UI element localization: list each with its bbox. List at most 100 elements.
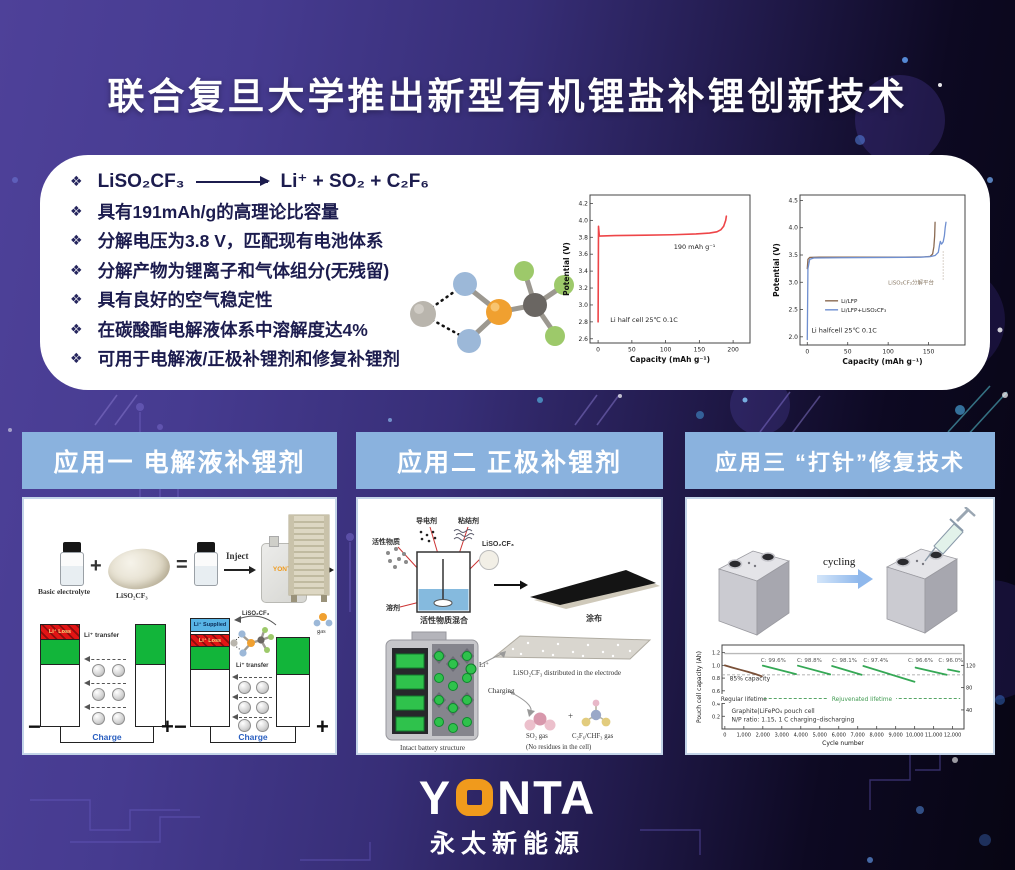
svg-text:0: 0 bbox=[596, 347, 600, 354]
svg-text:100: 100 bbox=[882, 349, 894, 356]
mini-molecule-icon bbox=[230, 627, 274, 657]
li-transfer-arrow-icon bbox=[232, 674, 272, 681]
svg-text:120: 120 bbox=[966, 663, 976, 669]
plus-pole: + bbox=[161, 714, 174, 739]
svg-text:0.6: 0.6 bbox=[712, 689, 720, 695]
li-ion-ball bbox=[92, 664, 105, 677]
svg-text:4.0: 4.0 bbox=[578, 217, 588, 224]
svg-text:4.0: 4.0 bbox=[788, 225, 798, 232]
page-title: 联合复旦大学推出新型有机锂盐补锂创新技术 bbox=[107, 76, 908, 117]
svg-text:3.6: 3.6 bbox=[578, 251, 588, 258]
svg-text:80: 80 bbox=[966, 686, 972, 692]
app1-header: 应用一 电解液补锂剂 bbox=[22, 432, 337, 489]
svg-text:40: 40 bbox=[966, 708, 972, 714]
basic-electrolyte-label: Basic electrolyte bbox=[38, 587, 91, 596]
li-ion-ball bbox=[238, 719, 251, 732]
svg-text:Li/LFP: Li/LFP bbox=[841, 299, 858, 305]
diamond-bullet-icon: ❖ bbox=[70, 202, 83, 219]
salt-powder-illustration bbox=[105, 545, 173, 593]
li-loss-label: Li⁺ Loss bbox=[48, 629, 72, 635]
svg-text:2.8: 2.8 bbox=[578, 319, 588, 326]
svg-text:4.2: 4.2 bbox=[578, 200, 588, 207]
svg-text:C: 97.4%: C: 97.4% bbox=[863, 658, 888, 664]
li-transfer-label: Li⁺ transfer bbox=[236, 663, 269, 669]
svg-text:85% capacity: 85% capacity bbox=[730, 676, 771, 683]
equation-reactant: LiSO₂CF₃ bbox=[97, 170, 185, 192]
plus-gas-sign: + bbox=[568, 711, 574, 721]
plus-sign: + bbox=[90, 555, 102, 577]
li-transfer-arrow-icon bbox=[84, 656, 126, 663]
diamond-bullet-icon: ❖ bbox=[70, 320, 83, 337]
svg-text:50: 50 bbox=[628, 347, 636, 354]
li-ion-ball bbox=[256, 719, 269, 732]
prismatic-cell-a bbox=[717, 550, 790, 636]
circuit-wire: Charge bbox=[60, 727, 154, 743]
charge-label: Charge bbox=[92, 732, 122, 742]
li-transfer-arrow-icon bbox=[232, 694, 272, 701]
svg-text:0.2: 0.2 bbox=[712, 714, 720, 720]
minus-pole: − bbox=[174, 714, 187, 739]
li-transfer-arrow-icon bbox=[232, 714, 272, 721]
chart-li-half-cell: 0 50 100 150 200 2.6 2.8 3.0 3.2 3.4 3.6 3.8 4.0 4.2 C… bbox=[562, 194, 751, 364]
svg-text:0: 0 bbox=[805, 349, 809, 356]
svg-text:2.6: 2.6 bbox=[578, 336, 588, 343]
equation-products: Li⁺ + SO₂ + C₂F₆ bbox=[280, 171, 429, 193]
svg-text:Rejuvenated lifetime: Rejuvenated lifetime bbox=[832, 697, 893, 703]
distributed-label: LiSO₂CF₃ distributed in the electrode bbox=[513, 669, 622, 677]
svg-text:N/P ratio: 1.15, 1 C charging–: N/P ratio: 1.15, 1 C charging–dischargin… bbox=[731, 716, 854, 723]
bullet-text: 可用于电解液/正极补锂剂和修复补锂剂 bbox=[97, 349, 400, 370]
feature-bullet-list: ❖ LiSO₂CF₃ Li⁺ + SO₂ + C₂F₆ ❖ 具有191mAh/g的… bbox=[70, 167, 500, 374]
svg-text:2.0: 2.0 bbox=[788, 334, 798, 341]
svg-text:C: 96.0%: C: 96.0% bbox=[938, 658, 963, 664]
logo-o-ring-icon bbox=[456, 779, 494, 816]
cathode-diagram-a bbox=[135, 624, 166, 727]
li-ion-ball bbox=[92, 688, 105, 701]
bullet-text: 分解电压为3.8 V，匹配现有电池体系 bbox=[97, 231, 384, 252]
svg-text:Potential (V): Potential (V) bbox=[562, 242, 571, 296]
intact-battery-label: Intact battery structure bbox=[400, 744, 466, 752]
diamond-bullet-icon: ❖ bbox=[70, 261, 83, 278]
li-ion-ball bbox=[256, 681, 269, 694]
li-transfer-arrow-icon bbox=[84, 680, 126, 687]
plus-pole: + bbox=[316, 714, 329, 739]
solvent-label: 溶剂 bbox=[386, 605, 400, 612]
charge-label: Charge bbox=[238, 732, 268, 742]
binder-label: 粘结剂 bbox=[458, 518, 479, 525]
salt-powder-label: LiSO₂CF₃ bbox=[116, 591, 148, 600]
li-loss-label: Li⁺ Loss bbox=[198, 637, 222, 644]
svg-text:8,000: 8,000 bbox=[870, 733, 884, 739]
feature-bullet: ❖ 具有良好的空气稳定性 bbox=[70, 285, 500, 315]
svg-text:1.0: 1.0 bbox=[712, 663, 720, 669]
coating-caption: 涂布 bbox=[586, 614, 602, 623]
svg-text:2.5: 2.5 bbox=[788, 307, 798, 314]
svg-text:0.4: 0.4 bbox=[712, 702, 720, 708]
li-ion-ball bbox=[92, 712, 105, 725]
salt-callout-label: LiSO₂CF₃ bbox=[242, 611, 270, 617]
anode-diagram-a: Li⁺ Loss bbox=[40, 624, 80, 727]
logo: Y NTA bbox=[0, 774, 1015, 821]
logo-text-nta: NTA bbox=[497, 771, 597, 824]
svg-text:150: 150 bbox=[923, 349, 935, 356]
svg-text:Graphite|LiFePO₄ pouch cell: Graphite|LiFePO₄ pouch cell bbox=[731, 708, 815, 715]
gas-label: gas bbox=[317, 628, 326, 635]
svg-text:50: 50 bbox=[844, 349, 852, 356]
svg-text:Li/LFP+LiSO₂CF₃: Li/LFP+LiSO₂CF₃ bbox=[841, 308, 886, 314]
cathode-diagram-b bbox=[276, 637, 310, 727]
prismatic-cell-b bbox=[885, 548, 958, 634]
syringe-icon bbox=[924, 507, 976, 562]
svg-text:150: 150 bbox=[694, 347, 706, 354]
svg-text:3.5: 3.5 bbox=[788, 252, 798, 259]
svg-text:10,000: 10,000 bbox=[906, 733, 924, 739]
svg-text:12,000: 12,000 bbox=[944, 733, 962, 739]
bullet-text: 在碳酸酯电解液体系中溶解度达4% bbox=[97, 319, 368, 340]
cycling-arrow-icon bbox=[817, 569, 873, 589]
svg-text:LiSO₂CF₃分解平台: LiSO₂CF₃分解平台 bbox=[888, 278, 934, 286]
app2-header: 应用二 正极补锂剂 bbox=[356, 432, 663, 489]
reaction-arrow-icon bbox=[196, 175, 271, 188]
svg-text:1.2: 1.2 bbox=[712, 651, 720, 657]
anode-diagram-b: Li⁺ Supplied Li⁺ Loss bbox=[190, 618, 230, 727]
svg-text:C: 99.6%: C: 99.6% bbox=[761, 658, 786, 664]
mixed-vial-illustration bbox=[194, 542, 218, 586]
equals-sign: = bbox=[176, 554, 188, 576]
salt-to-gas-arrow-icon bbox=[234, 615, 277, 626]
